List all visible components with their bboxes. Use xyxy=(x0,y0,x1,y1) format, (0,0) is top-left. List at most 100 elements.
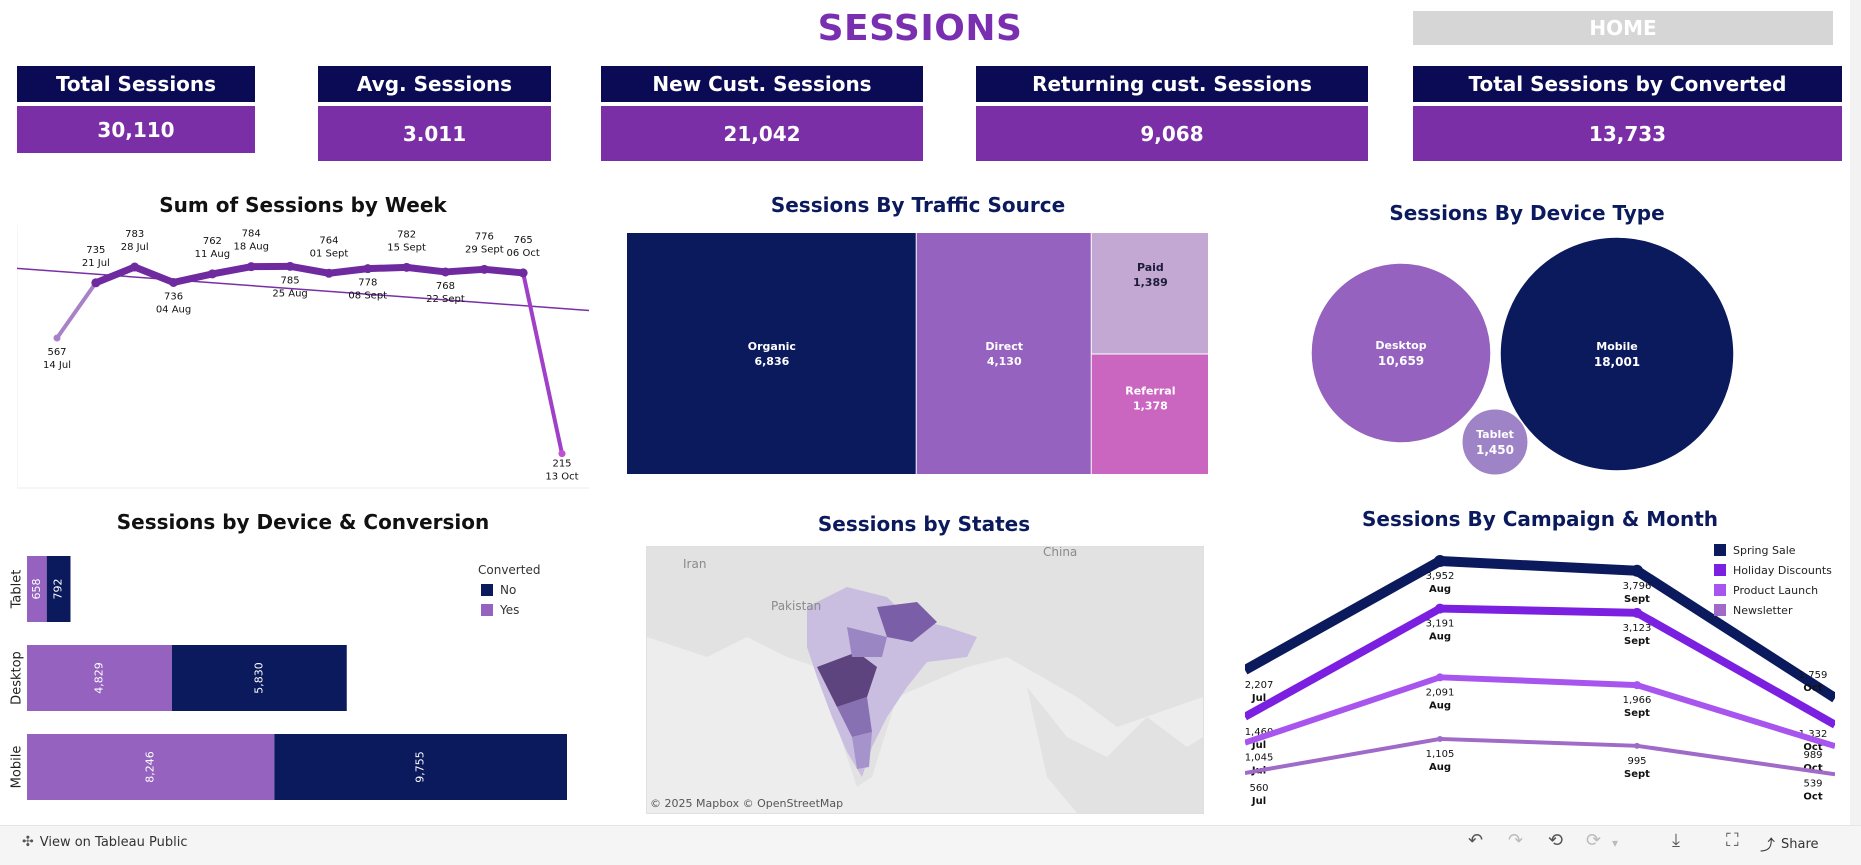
data-label: 783 xyxy=(125,229,144,240)
category-label: Desktop xyxy=(10,651,25,705)
data-label: 2,091 xyxy=(1426,687,1455,698)
x-tick-label: 28 Jul xyxy=(121,242,149,253)
undo-icon[interactable]: ↶ xyxy=(1468,830,1483,851)
treemap-label: Direct xyxy=(985,340,1023,353)
x-tick-label: Sept xyxy=(1624,594,1650,605)
legend-label: Product Launch xyxy=(1733,584,1818,597)
data-label: 782 xyxy=(397,229,416,240)
states-map[interactable]: Iran Pakistan China © 2025 Mapbox © Open… xyxy=(646,546,1204,814)
data-point xyxy=(1436,673,1444,681)
campaign-chart-title: Sessions By Campaign & Month xyxy=(1245,507,1835,531)
map-label-iran: Iran xyxy=(683,557,706,571)
treemap-label: Organic xyxy=(748,340,796,353)
x-tick-label: Oct xyxy=(1803,791,1822,802)
legend-label-yes: Yes xyxy=(499,603,519,617)
data-point xyxy=(1632,608,1642,618)
download-icon[interactable]: ⤓ xyxy=(1672,830,1680,851)
line-segment xyxy=(368,267,407,268)
x-tick-label: Aug xyxy=(1429,584,1451,595)
category-label: Tablet xyxy=(10,570,25,610)
bar-value-label: 5,830 xyxy=(252,662,265,694)
treemap-value: 1,378 xyxy=(1133,399,1168,412)
week-chart-title: Sum of Sessions by Week xyxy=(17,193,589,217)
data-label: 785 xyxy=(281,275,300,286)
fullscreen-icon[interactable]: ⛶ xyxy=(1726,830,1739,851)
data-point xyxy=(286,262,295,271)
x-tick-label: 11 Aug xyxy=(195,249,230,260)
x-tick-label: 15 Sept xyxy=(387,242,426,253)
line-segment xyxy=(212,267,251,274)
data-label: 1,759 xyxy=(1799,670,1828,681)
data-point xyxy=(402,263,411,272)
bar-value-label: 9,755 xyxy=(414,751,427,783)
data-point xyxy=(1434,555,1446,567)
x-tick-label: 04 Aug xyxy=(156,304,191,315)
treemap-cell-paid xyxy=(1092,233,1208,353)
bubble-label: Mobile xyxy=(1596,340,1637,353)
x-tick-label: 18 Aug xyxy=(234,242,269,253)
bar-value-label: 658 xyxy=(30,579,43,600)
bar-value-label: 8,246 xyxy=(144,751,157,783)
x-tick-label: Aug xyxy=(1429,632,1451,643)
treemap-label: Referral xyxy=(1125,384,1175,397)
bubble-mobile xyxy=(1500,237,1734,471)
legend-label-no: No xyxy=(500,583,516,597)
data-label: 776 xyxy=(475,231,494,242)
redo-icon[interactable]: ↷ xyxy=(1508,830,1523,851)
line-segment xyxy=(445,269,484,272)
data-label: 1,045 xyxy=(1245,753,1273,764)
data-point xyxy=(441,267,450,276)
line-segment xyxy=(523,273,562,454)
data-label: 560 xyxy=(1249,783,1268,794)
view-on-tableau-label: View on Tableau Public xyxy=(40,835,188,850)
kpi-label: New Cust. Sessions xyxy=(601,66,923,102)
x-tick-label: 14 Jul xyxy=(43,360,71,371)
x-tick-label: Sept xyxy=(1624,636,1650,647)
legend-swatch xyxy=(1714,604,1726,616)
refresh-icon[interactable]: ⟳ xyxy=(1586,830,1601,851)
kpi-label: Avg. Sessions xyxy=(318,66,551,102)
legend-swatch-yes xyxy=(481,604,493,616)
home-button[interactable]: HOME xyxy=(1413,11,1833,45)
kpi-total-sessions: Total Sessions 30,110 xyxy=(17,66,255,153)
line-segment xyxy=(135,267,174,282)
data-label: 3,191 xyxy=(1426,619,1455,630)
scrollbar-track[interactable] xyxy=(1850,0,1861,864)
chevron-down-icon[interactable]: ▾ xyxy=(1612,836,1618,850)
data-point xyxy=(1634,743,1640,749)
x-tick-label: 21 Jul xyxy=(82,258,110,269)
x-tick-label: Oct xyxy=(1803,683,1822,694)
devconv-chart-title: Sessions by Device & Conversion xyxy=(17,510,589,534)
data-label: 1,105 xyxy=(1426,749,1455,760)
data-label: 567 xyxy=(47,347,66,358)
share-button[interactable]: ⤴ Share xyxy=(1760,834,1819,855)
kpi-returning-cust-sessions: Returning cust. Sessions 9,068 xyxy=(976,66,1368,161)
legend-swatch xyxy=(1714,544,1726,556)
x-tick-label: 22 Sept xyxy=(426,294,465,305)
data-point xyxy=(169,278,178,287)
x-tick-label: Aug xyxy=(1429,700,1451,711)
revert-icon[interactable]: ⟲ xyxy=(1548,830,1563,851)
data-label: 539 xyxy=(1803,778,1822,789)
legend-label: Spring Sale xyxy=(1733,544,1796,557)
map-label-pakistan: Pakistan xyxy=(771,599,821,613)
category-label: Mobile xyxy=(10,746,25,789)
treemap-value: 1,389 xyxy=(1133,276,1168,289)
data-point xyxy=(1631,565,1643,577)
data-label: 765 xyxy=(514,235,533,246)
bubble-label: Tablet xyxy=(1476,428,1514,441)
x-tick-label: Sept xyxy=(1624,708,1650,719)
view-on-tableau-link[interactable]: ✣ View on Tableau Public xyxy=(22,834,187,850)
data-point xyxy=(1437,736,1443,742)
line-segment xyxy=(407,267,446,272)
device-chart-title: Sessions By Device Type xyxy=(1240,201,1814,225)
x-tick-label: Jul xyxy=(1251,796,1266,807)
x-tick-label: Sept xyxy=(1624,769,1650,780)
x-tick-label: 06 Oct xyxy=(507,248,540,259)
data-label: 778 xyxy=(358,278,377,289)
data-label: 762 xyxy=(203,236,222,247)
legend-swatch xyxy=(1714,564,1726,576)
